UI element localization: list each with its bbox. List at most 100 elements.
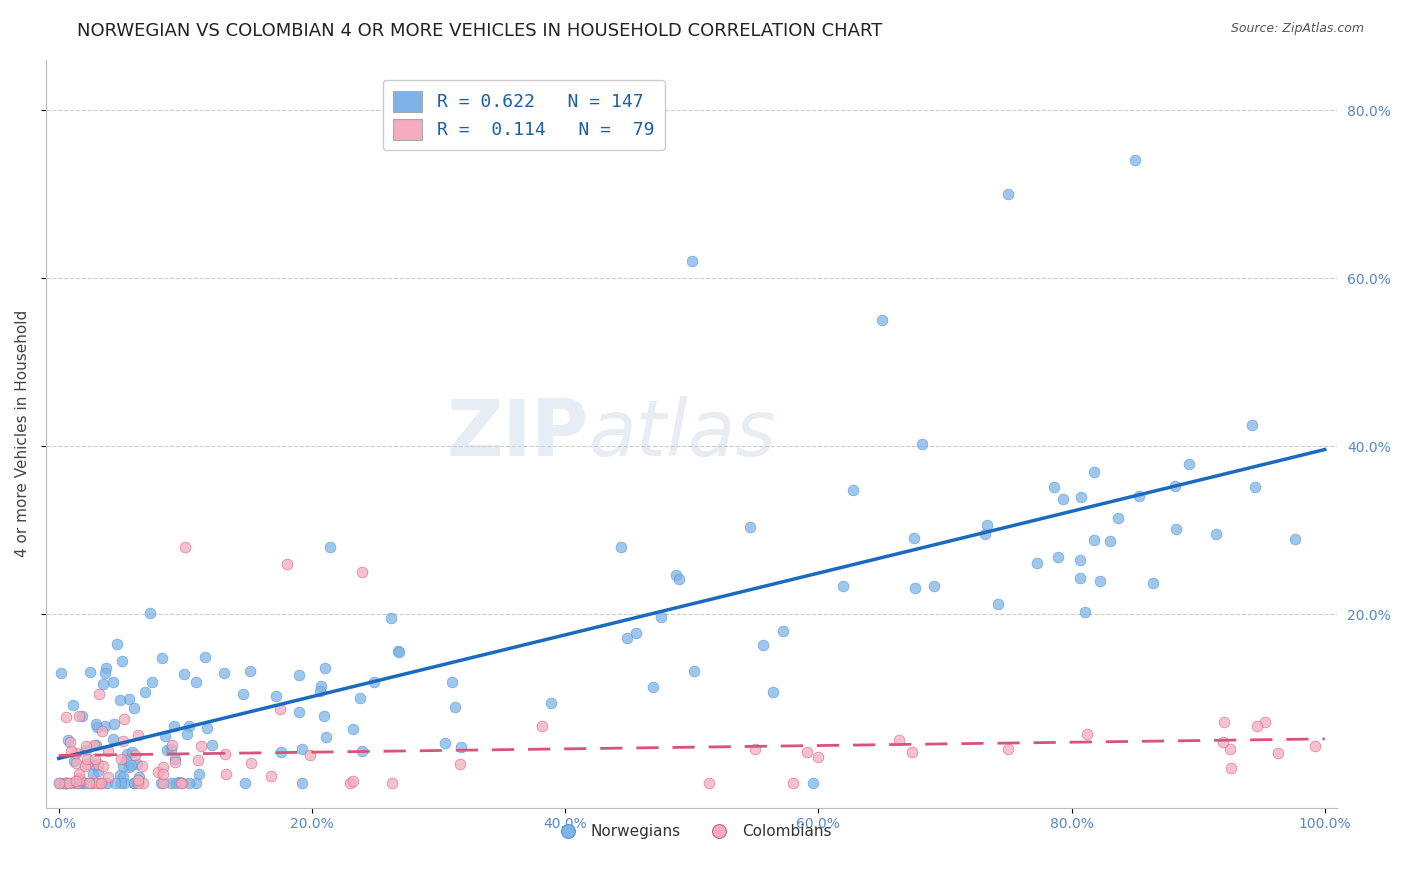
Point <box>163 752 186 766</box>
Point <box>291 742 314 756</box>
Point <box>233 775 256 789</box>
Point <box>288 705 311 719</box>
Point <box>449 756 471 771</box>
Point <box>842 483 865 498</box>
Point <box>309 684 332 698</box>
Point <box>152 775 174 789</box>
Point <box>259 769 281 783</box>
Point <box>388 645 411 659</box>
Text: NORWEGIAN VS COLOMBIAN 4 OR MORE VEHICLES IN HOUSEHOLD CORRELATION CHART: NORWEGIAN VS COLOMBIAN 4 OR MORE VEHICLE… <box>77 22 883 40</box>
Point <box>163 719 186 733</box>
Point <box>127 773 149 788</box>
Point <box>82 766 104 780</box>
Point <box>650 610 672 624</box>
Point <box>75 775 97 789</box>
Point <box>67 775 90 789</box>
Point <box>807 750 830 764</box>
Point <box>83 738 105 752</box>
Point <box>153 729 176 743</box>
Point <box>128 770 150 784</box>
Point <box>80 775 103 789</box>
Point <box>83 758 105 772</box>
Point <box>177 775 200 789</box>
Point <box>72 775 94 789</box>
Point <box>51 666 73 681</box>
Point <box>1069 553 1091 567</box>
Point <box>84 752 107 766</box>
Point <box>184 775 207 789</box>
Point <box>195 721 218 735</box>
Point <box>111 734 134 748</box>
Point <box>163 755 186 769</box>
Point <box>103 717 125 731</box>
Point <box>1098 534 1121 549</box>
Point <box>1052 491 1074 506</box>
Point <box>626 625 648 640</box>
Point <box>67 766 90 780</box>
Point <box>169 775 191 789</box>
Point <box>121 745 143 759</box>
Point <box>240 756 263 771</box>
Point <box>152 767 174 781</box>
Point <box>118 692 141 706</box>
Point <box>122 700 145 714</box>
Point <box>772 624 794 638</box>
Point <box>1069 571 1091 585</box>
Point <box>665 567 688 582</box>
Point <box>1083 465 1105 479</box>
Point <box>101 674 124 689</box>
Point <box>55 709 77 723</box>
Point <box>184 675 207 690</box>
Point <box>889 733 911 747</box>
Point <box>1025 557 1047 571</box>
Point <box>1178 457 1201 471</box>
Point <box>75 742 97 756</box>
Point <box>122 775 145 789</box>
Point <box>75 739 97 754</box>
Point <box>62 775 84 789</box>
Point <box>79 665 101 680</box>
Point <box>1212 714 1234 729</box>
Point <box>387 644 409 658</box>
Point <box>165 775 187 789</box>
Point <box>239 664 262 678</box>
Point <box>76 752 98 766</box>
Point <box>349 691 371 706</box>
Point <box>108 693 131 707</box>
Point <box>67 709 90 723</box>
Point <box>101 731 124 746</box>
Point <box>232 687 254 701</box>
Point <box>751 638 773 652</box>
Point <box>1043 479 1066 493</box>
Point <box>188 767 211 781</box>
Point <box>201 738 224 752</box>
Point <box>1083 533 1105 548</box>
Point <box>60 744 83 758</box>
Point <box>610 540 633 554</box>
Y-axis label: 4 or more Vehicles in Household: 4 or more Vehicles in Household <box>15 310 30 558</box>
Point <box>215 767 238 781</box>
Point <box>67 771 90 785</box>
Point <box>55 775 77 789</box>
Point <box>177 718 200 732</box>
Point <box>110 775 132 789</box>
Point <box>69 772 91 787</box>
Point <box>127 728 149 742</box>
Point <box>65 756 87 770</box>
Point <box>1164 479 1187 493</box>
Point <box>156 743 179 757</box>
Point <box>1220 761 1243 775</box>
Point <box>1219 742 1241 756</box>
Point <box>740 520 762 534</box>
Point <box>148 765 170 780</box>
Point <box>48 775 70 789</box>
Point <box>342 774 364 789</box>
Point <box>170 775 193 789</box>
Point <box>264 690 287 704</box>
Point <box>90 775 112 789</box>
Point <box>339 775 361 789</box>
Point <box>86 775 108 789</box>
Point <box>84 716 107 731</box>
Point <box>86 720 108 734</box>
Point <box>1166 522 1188 536</box>
